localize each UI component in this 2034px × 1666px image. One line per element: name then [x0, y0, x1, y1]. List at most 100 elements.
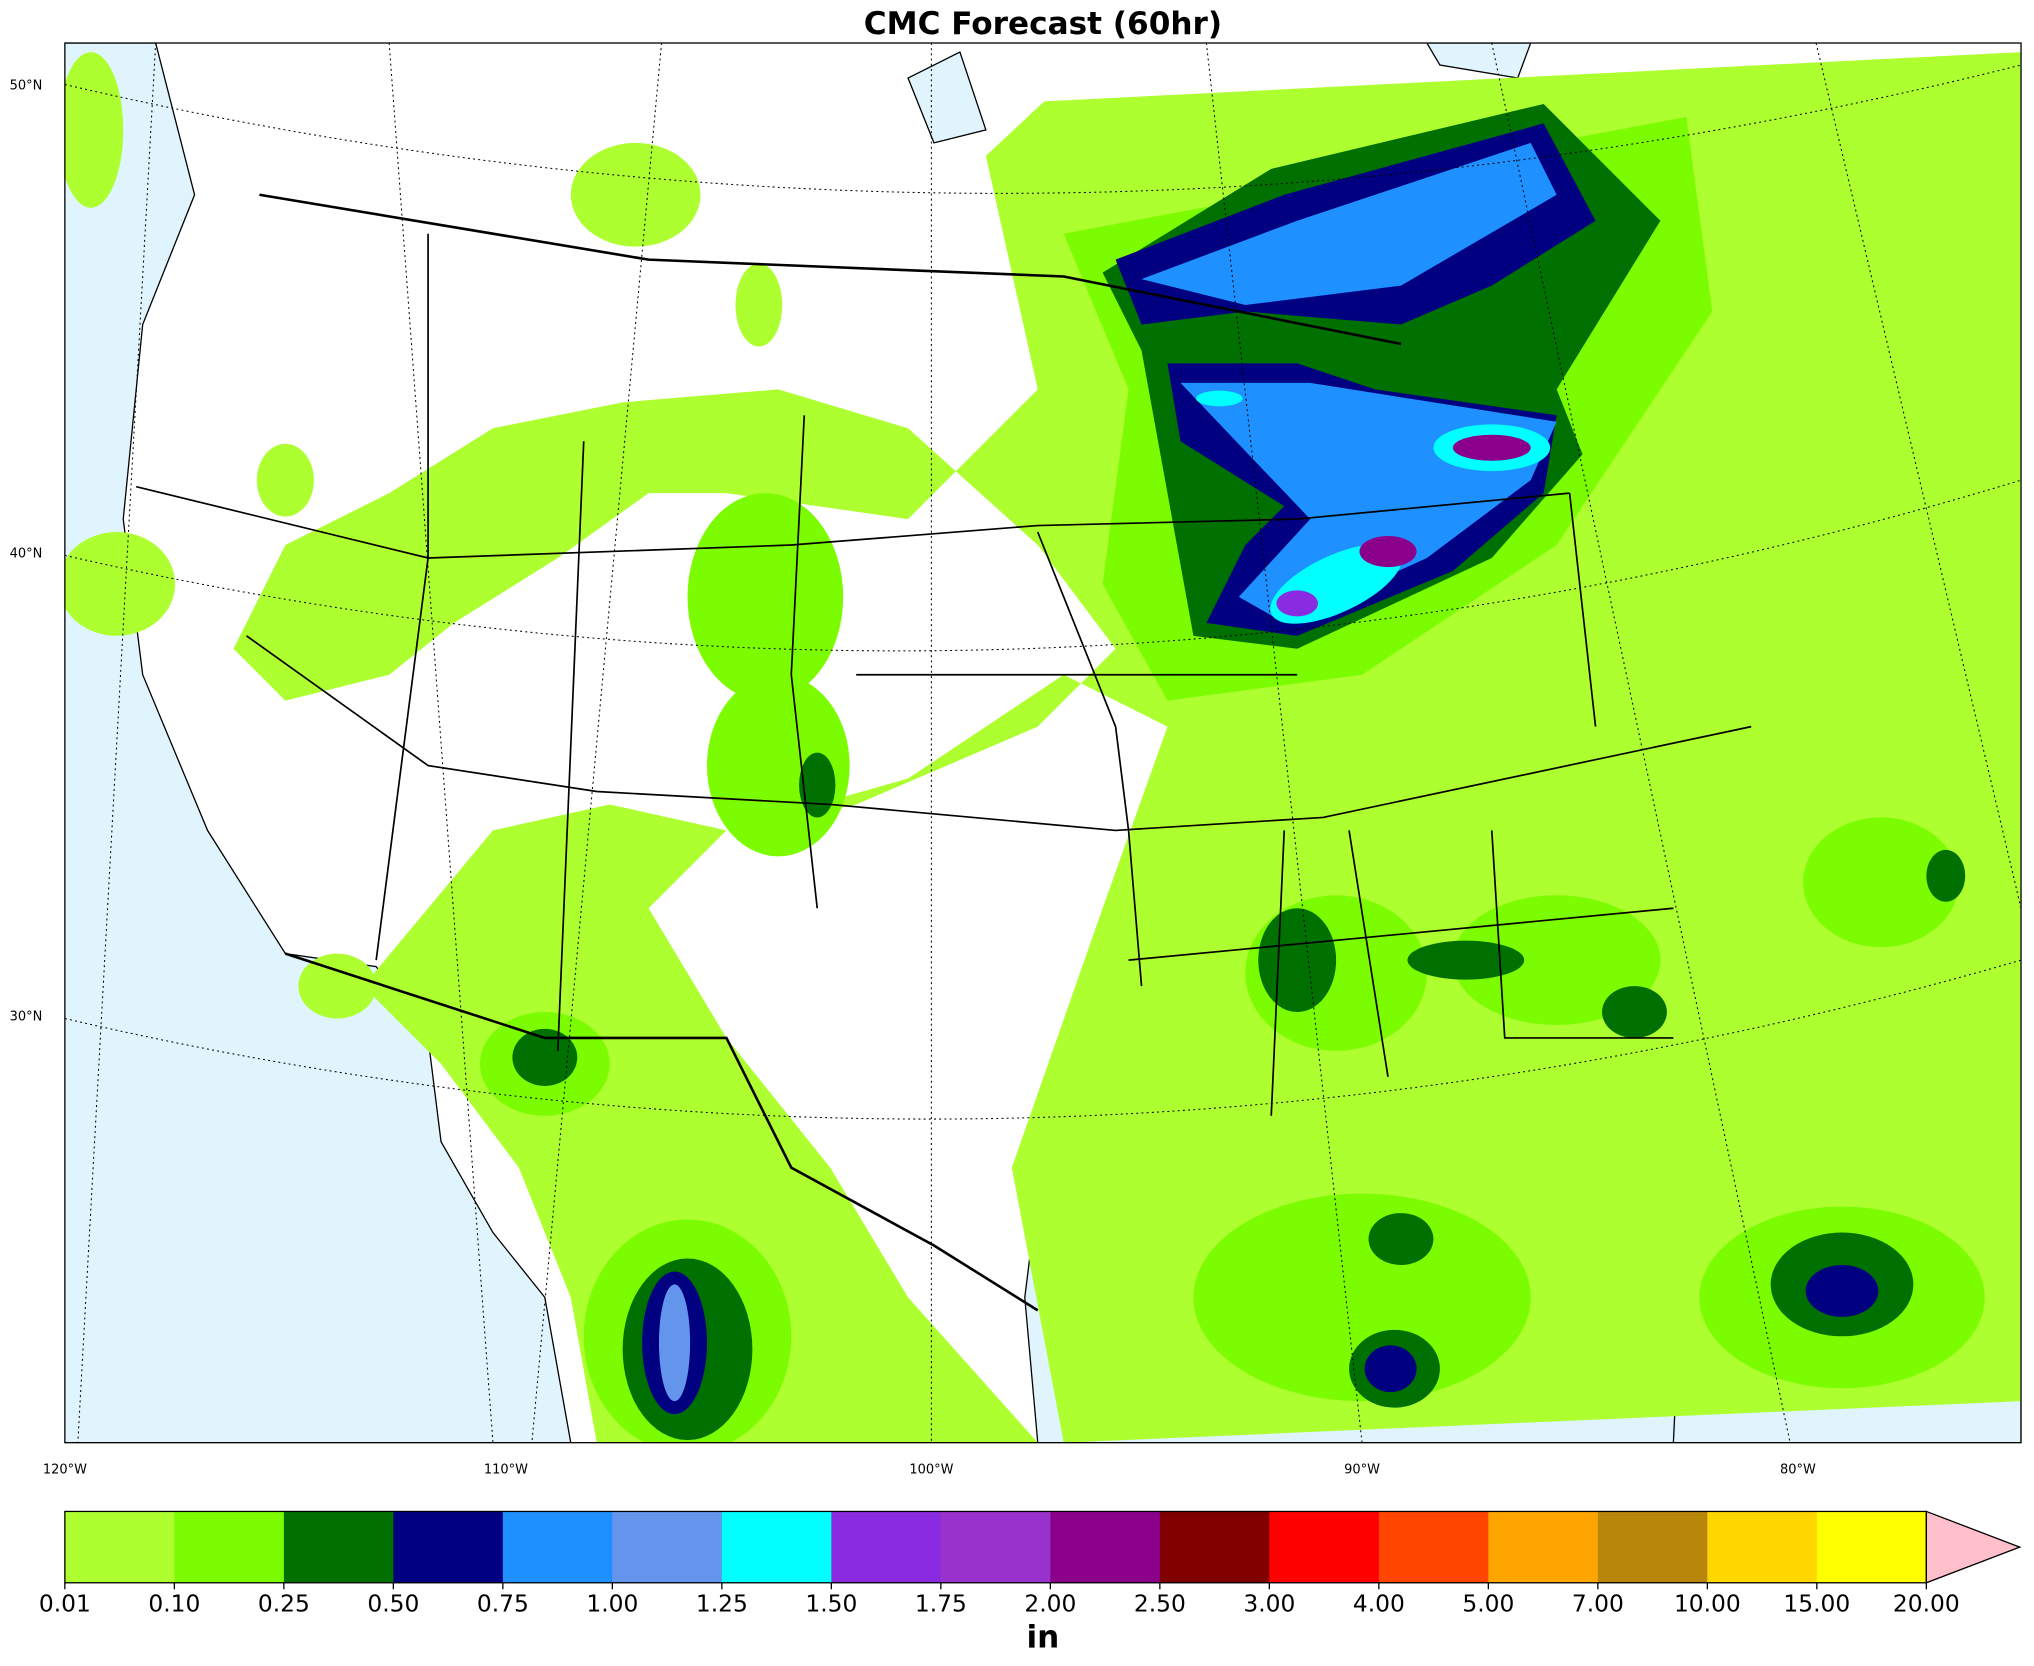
- colorbar-segment: [831, 1511, 942, 1583]
- precip-extreme-shape: [1196, 390, 1243, 407]
- colorbar-segment: [940, 1511, 1051, 1583]
- lat-label: 50°N: [10, 78, 43, 93]
- state-borders-shape: [245, 635, 1752, 832]
- state-borders-shape: [1128, 907, 1674, 961]
- colorbar: 0.01 0.10 0.25 0.50 0.75 1.00 1.25 1.50 1.75 2.00…: [39, 1510, 2022, 1617]
- colorbar-segment: [1488, 1511, 1599, 1583]
- title: CMC Forecast (60hr): [864, 6, 1222, 42]
- precip-very-heavy-shape: [1805, 1264, 1879, 1317]
- ocean-shape: [907, 51, 987, 144]
- state-borders-shape: [1568, 493, 1597, 727]
- colorbar-segment: [1707, 1511, 1818, 1583]
- precip-extreme-shape: [1359, 535, 1417, 568]
- colorbar-tick-label: 1.25: [696, 1589, 748, 1617]
- graticule-shape: [64, 959, 2022, 1120]
- precip-light-shape: [298, 953, 377, 1019]
- colorbar-segment: [174, 1511, 285, 1583]
- precip-extreme-shape: [658, 1284, 691, 1402]
- state-borders-shape: [556, 441, 585, 1051]
- colorbar-extension: [1925, 1510, 2022, 1584]
- colorbar-tick-label: 3.00: [1243, 1589, 1295, 1617]
- precip-light-shape: [64, 52, 124, 208]
- lon-label: 100°W: [909, 1462, 953, 1477]
- precip-heavy-shape: [1407, 940, 1525, 980]
- colorbar-segment: [1816, 1511, 1927, 1583]
- colorbar-segment: [1159, 1511, 1270, 1583]
- state-borders-shape: [1348, 830, 1389, 1078]
- colorbar-tick-label: 1.00: [586, 1589, 638, 1617]
- state-borders-shape: [1490, 830, 1674, 1039]
- state-borders-shape: [136, 485, 1570, 559]
- map-frame: [64, 42, 2022, 1444]
- precip-heavy-shape: [1368, 1213, 1434, 1265]
- colorbar-segment: [721, 1511, 832, 1583]
- colorbar-segment: [502, 1511, 614, 1583]
- lon-label: 120°W: [43, 1462, 87, 1477]
- colorbar-tick-label: 1.75: [915, 1589, 967, 1617]
- colorbar-tick-label: 15.00: [1783, 1589, 1850, 1617]
- colorbar-tick-label: 0.75: [477, 1589, 529, 1617]
- colorbar-segment: [1597, 1511, 1708, 1583]
- precip-light-shape: [735, 263, 783, 347]
- lat-label: 30°N: [10, 1010, 43, 1025]
- precip-extreme-shape: [1276, 590, 1318, 617]
- graticule-shape: [77, 43, 157, 1443]
- map: [64, 43, 2022, 1443]
- colorbar-tick-label: 5.00: [1462, 1589, 1514, 1617]
- colorbar-segment: [612, 1511, 723, 1583]
- graticule: [64, 43, 2022, 1443]
- colorbar-tick-label: 10.00: [1674, 1589, 1741, 1617]
- precip-heavy-shape: [512, 1028, 578, 1086]
- map-labels: 50°N 40°N 30°N 120°W 110°W 100°W 90°W 80…: [10, 78, 1816, 1477]
- lat-label: 40°N: [10, 547, 43, 562]
- colorbar-tick-label: 0.01: [39, 1589, 91, 1617]
- precip-light-shape: [1699, 1050, 1804, 1155]
- precip-moderate-shape: [1452, 895, 1661, 1025]
- colorbar-tick-label: 1.50: [805, 1589, 857, 1617]
- precip-very-heavy-shape: [1364, 1345, 1417, 1393]
- precip-heavy-shape: [1258, 908, 1337, 1013]
- precip-heavy-shape: [1926, 849, 1966, 902]
- graticule-shape: [64, 479, 2022, 652]
- lon-label: 90°W: [1344, 1462, 1380, 1477]
- state-borders: [136, 193, 1752, 1312]
- colorbar-segment: [1050, 1511, 1161, 1583]
- lon-label: 80°W: [1780, 1462, 1816, 1477]
- state-borders-shape: [284, 952, 1039, 1312]
- graticule-shape: [531, 43, 663, 1443]
- state-borders-shape: [259, 193, 1402, 346]
- precip-extreme-shape: [1141, 142, 1557, 306]
- colorbar-tick-label: 0.25: [258, 1589, 310, 1617]
- colorbar-frame: [64, 1510, 1927, 1584]
- colorbar-tick-label: 0.10: [148, 1589, 200, 1617]
- precip-heavy-shape: [799, 752, 836, 818]
- precip-light-shape: [256, 443, 314, 517]
- lon-label: 110°W: [484, 1462, 528, 1477]
- precip-moderate-shape: [1193, 1193, 1531, 1402]
- graticule-shape: [388, 43, 494, 1443]
- colorbar-tick-label: 2.50: [1134, 1589, 1186, 1617]
- graticule-shape: [64, 64, 2022, 194]
- colorbar-segment: [283, 1511, 395, 1583]
- precip-extreme: [658, 142, 1557, 1402]
- state-borders-shape: [375, 233, 429, 961]
- colorbar-label: in: [1027, 1620, 1060, 1656]
- precip-light-shape: [570, 142, 701, 247]
- colorbar-tick-label: 20.00: [1893, 1589, 1960, 1617]
- colorbar-segment: [1378, 1511, 1489, 1583]
- colorbar-tick-label: 7.00: [1572, 1589, 1624, 1617]
- colorbar-tick-label: 4.00: [1353, 1589, 1405, 1617]
- precip-heavy-shape: [1602, 986, 1667, 1038]
- state-borders-shape: [1036, 531, 1143, 987]
- graticule-shape: [1205, 43, 1363, 1443]
- colorbar-segment: [393, 1511, 504, 1583]
- colorbar-segment: [1269, 1511, 1380, 1583]
- colorbar-segment: [64, 1511, 176, 1583]
- colorbar-tick-label: 2.00: [1024, 1589, 1076, 1617]
- precip-moderate-shape: [1803, 817, 1959, 948]
- precip-light-shape: [64, 532, 176, 636]
- colorbar-tick-label: 0.50: [367, 1589, 419, 1617]
- precip-moderate-shape: [687, 493, 844, 701]
- state-borders-shape: [1270, 830, 1286, 1116]
